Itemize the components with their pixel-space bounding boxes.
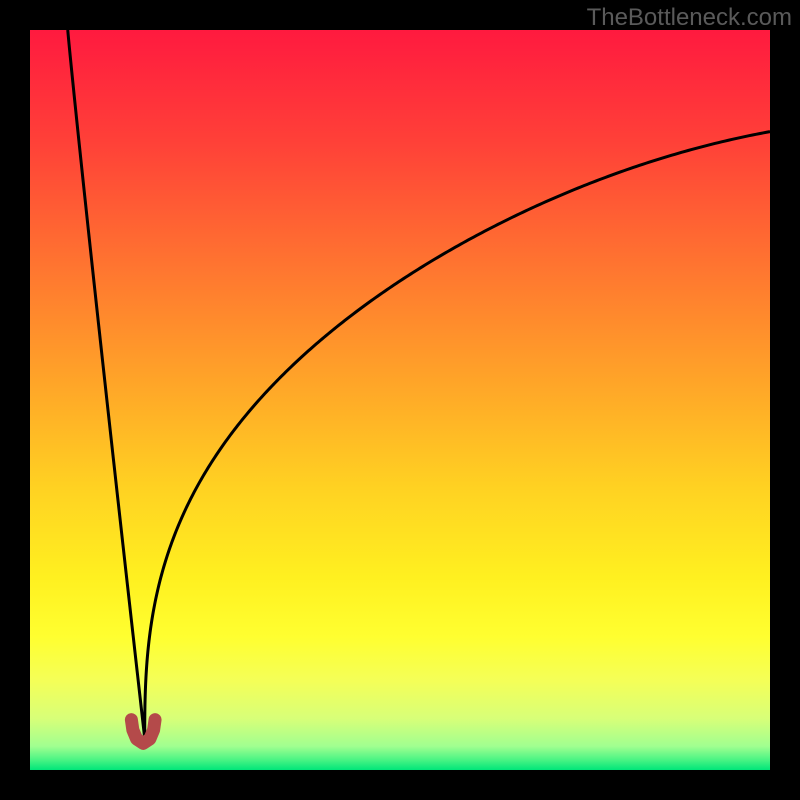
watermark-text: TheBottleneck.com (587, 4, 792, 32)
chart-background (30, 30, 770, 770)
chart-container: TheBottleneck.com (0, 0, 800, 800)
bottleneck-chart (0, 0, 800, 800)
